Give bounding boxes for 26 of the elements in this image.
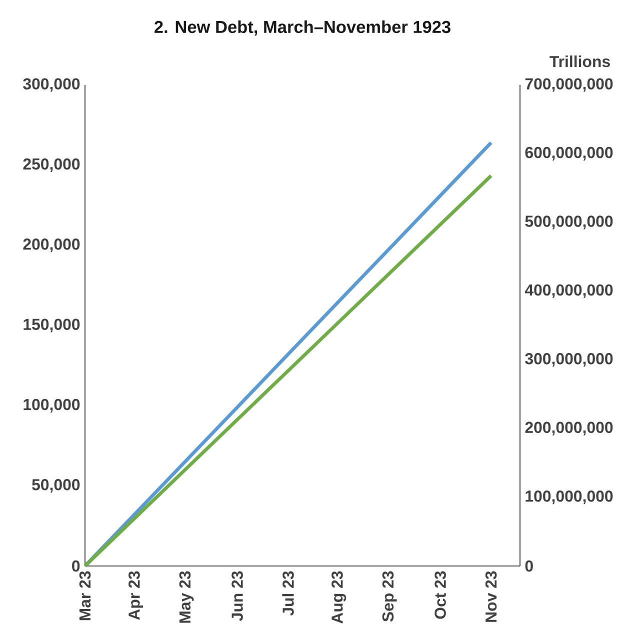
- y-tick-label: 0: [72, 560, 80, 572]
- x-tick-label: May 23: [179, 571, 194, 623]
- y-tick-label: 150,000: [24, 318, 80, 332]
- y2-tick-label: 600,000,000: [525, 146, 613, 160]
- y2-tick-label: 400,000,000: [524, 284, 613, 298]
- y-tick-label: 300,000: [23, 78, 80, 92]
- x-tick-label: Oct 23: [434, 571, 446, 619]
- y2-tick-label: 0: [525, 560, 533, 572]
- y-tick-label: 250,000: [23, 158, 80, 172]
- x-tick-label: Aug 23: [332, 571, 346, 624]
- y-tick-label: 200,000: [23, 238, 80, 252]
- y-tick-label: 50,000: [32, 479, 80, 493]
- y2-tick-label: 100,000,000: [526, 490, 613, 504]
- x-tick-label: Nov 23: [485, 571, 497, 622]
- y2-tick-label: 200,000,000: [525, 422, 613, 436]
- y2-tick-label: 700,000,000: [525, 78, 613, 92]
- y2-axis-title: Trillions: [550, 55, 610, 68]
- x-tick-label: Jun 23: [232, 571, 243, 621]
- y2-tick-label: 500,000,000: [525, 216, 613, 230]
- x-tick-label: Jul 23: [282, 571, 294, 616]
- x-tick-label: Sep 23: [382, 571, 397, 622]
- chart-title: 2. New Debt, March–November 1923: [154, 20, 450, 36]
- x-tick-label: Mar 23: [79, 571, 91, 620]
- y-tick-label: 100,000: [24, 398, 80, 412]
- y2-tick-label: 300,000,000: [525, 353, 613, 367]
- x-tick-label: Apr 23: [128, 571, 143, 620]
